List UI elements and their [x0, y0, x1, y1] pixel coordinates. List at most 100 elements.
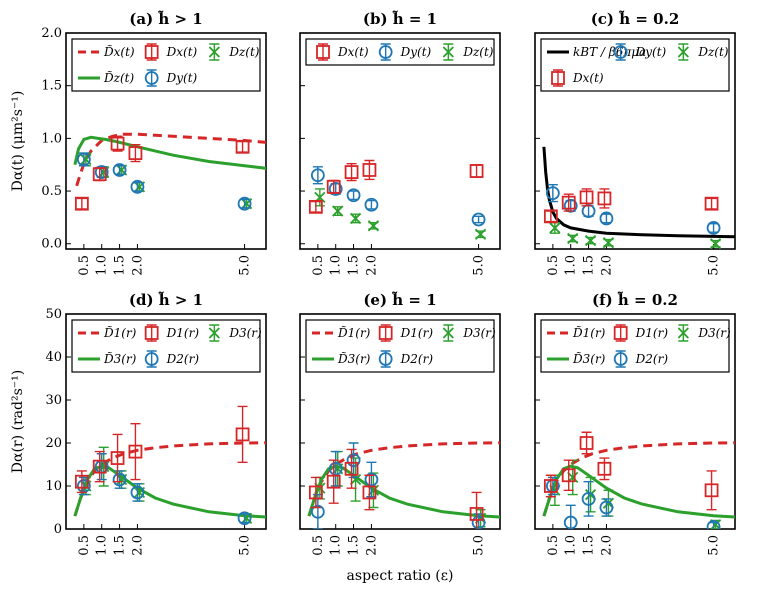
x-tick-label: 2.0: [130, 535, 145, 556]
marker-circle: [545, 186, 560, 201]
marker-square: [235, 139, 250, 154]
x-tick-label: 1.5: [582, 535, 597, 556]
marker-cross: [367, 220, 380, 232]
marker-square: [551, 71, 565, 85]
legend: D̃1(r) D1(r) D3(r) D̃3(r) D2(r): [540, 319, 731, 373]
marker-circle: [328, 182, 343, 196]
x-tick-label: 5.0: [707, 535, 722, 556]
marker-circle: [328, 461, 343, 476]
marker-circle: [471, 515, 486, 529]
error-bar: [471, 164, 482, 179]
panel-c: (c) h̃ = 0.2 0.5 1.0 1.5 2.0 5.0 kBT / β6πμaDy…: [534, 10, 736, 276]
marker-cross: [677, 46, 689, 58]
x-axis-label: aspect ratio (ε): [347, 568, 454, 584]
x-tick-label: 5.0: [707, 255, 722, 276]
x-tick-label: 1.5: [582, 255, 597, 276]
error-bar: [348, 190, 359, 201]
marker-cross: [549, 222, 561, 234]
marker-cross: [332, 205, 344, 217]
x-tick-label: 1.0: [329, 255, 344, 276]
error-bar: [708, 223, 719, 233]
axes-frame: [534, 313, 736, 530]
curve-z: [73, 135, 266, 170]
marker-circle: [130, 485, 145, 500]
legend: D̃1(r) D1(r) D3(r) D̃3(r) D2(r): [71, 319, 262, 373]
error-bar: [94, 450, 105, 483]
marker-square: [308, 485, 323, 500]
error-bar: [599, 457, 610, 481]
legend-label: D2(r): [166, 352, 200, 366]
error-bar: [96, 453, 107, 481]
x-tick-label: 2.0: [364, 535, 379, 556]
error-bar: [545, 474, 556, 498]
marker-square: [362, 485, 377, 500]
marker-square: [469, 164, 484, 178]
marker-cross: [442, 46, 454, 58]
marker-square: [74, 196, 89, 211]
x-tick-label: 0.5: [77, 535, 92, 556]
marker-square: [110, 136, 125, 151]
plot-area: [542, 431, 735, 529]
axes-frame: [534, 32, 736, 250]
y-tick-label: 0.0: [41, 237, 62, 252]
plot-area: [308, 159, 487, 240]
marker-circle: [310, 504, 325, 519]
error-bar: [114, 165, 125, 175]
x-tick-label: 1.0: [564, 535, 579, 556]
legend-label: Dx(t): [572, 71, 604, 85]
marker-circle: [581, 204, 596, 218]
marker-circle: [599, 211, 614, 226]
marker-square: [344, 461, 359, 476]
x-tick-label: 1.0: [329, 535, 344, 556]
y-tick-label: 1.5: [41, 79, 62, 94]
error-bar: [583, 481, 594, 517]
legend: D̃x(t) Dx(t) Dz(t) D̃z(t) Dy(t): [71, 38, 261, 92]
y-axis-label: Dα(r) (rad²s⁻¹): [10, 370, 26, 473]
x-tick-label: 5.0: [472, 535, 487, 556]
marker-cross: [474, 228, 487, 240]
marker-circle: [378, 352, 393, 366]
error-bar: [310, 476, 321, 509]
error-bar: [130, 422, 141, 481]
x-tick-label: 2.0: [364, 255, 379, 276]
x-tick-label: 0.5: [77, 255, 92, 276]
marker-square: [144, 45, 159, 59]
x-tick-label: 2.0: [599, 255, 614, 276]
marker-square: [579, 190, 594, 205]
legend-label: Dy(t): [400, 45, 432, 59]
marker-cross: [584, 234, 597, 247]
error-bar: [565, 504, 576, 529]
legend-box: [71, 38, 261, 92]
legend-box: [305, 38, 495, 66]
x-tick-label: 0.5: [311, 255, 326, 276]
legend-label: D2(r): [635, 352, 669, 366]
legend-label: D1(r): [635, 326, 669, 340]
y-tick-label: 30: [45, 393, 62, 408]
legend-box: [540, 38, 730, 92]
marker-square: [110, 451, 125, 465]
x-tick-label: 1.5: [347, 255, 362, 276]
marker-circle: [130, 179, 145, 194]
legend-label: D̃3(r): [103, 351, 137, 366]
marker-square: [704, 196, 719, 211]
marker-circle: [581, 491, 596, 506]
plot-area: [307, 441, 500, 529]
marker-square: [543, 209, 558, 224]
marker-circle: [706, 519, 721, 529]
marker-square: [561, 468, 576, 483]
panel-a: (a) h̃ > 10.5 1.0 1.5 2.0 5.00.00.51.01.52.0…: [10, 10, 267, 276]
panel-title: (b) h̃ = 1: [363, 10, 437, 28]
marker-circle: [599, 500, 614, 515]
marker-circle: [310, 168, 325, 183]
legend-label: D̃3(r): [337, 351, 371, 366]
error-bar: [76, 197, 87, 210]
panel-title: (a) h̃ > 1: [129, 10, 203, 28]
marker-circle: [144, 352, 159, 366]
x-tick-label: 1.5: [113, 255, 128, 276]
marker-square: [326, 179, 341, 194]
marker-circle: [94, 165, 109, 179]
x-tick-label: 1.0: [95, 255, 110, 276]
legend: D̃1(r) D1(r) D3(r) D̃3(r) D2(r): [305, 319, 496, 373]
y-tick-label: 0: [54, 522, 62, 537]
